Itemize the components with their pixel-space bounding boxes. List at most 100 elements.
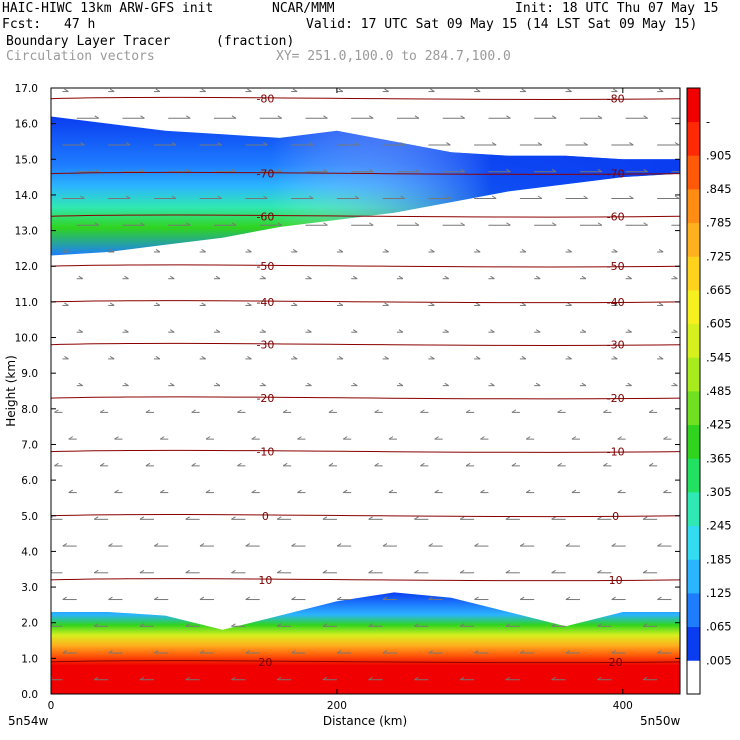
vector-arrowhead bbox=[414, 676, 419, 681]
vector-arrowhead bbox=[597, 222, 603, 226]
contour-label: -80 bbox=[256, 93, 274, 106]
vector-arrowhead bbox=[617, 489, 622, 494]
vector-arrowhead bbox=[276, 569, 282, 574]
vector-arrowhead bbox=[155, 249, 161, 253]
vector-arrowhead bbox=[108, 596, 113, 600]
vector-arrowhead bbox=[581, 275, 587, 280]
vector-arrowhead bbox=[597, 516, 602, 520]
vector-arrowhead bbox=[414, 115, 420, 119]
vector-arrowhead bbox=[145, 409, 151, 413]
colorbar-swatch bbox=[687, 593, 700, 628]
vector-arrowhead bbox=[93, 676, 99, 681]
colorbar-label: .605 bbox=[706, 317, 732, 331]
vector-arrowhead bbox=[323, 115, 328, 119]
vector-arrowhead bbox=[217, 142, 222, 146]
vector-arrowhead bbox=[603, 462, 608, 467]
vector-arrowhead bbox=[551, 676, 556, 681]
vector-arrowhead bbox=[80, 195, 85, 199]
vector-arrowhead bbox=[480, 436, 485, 440]
vector-arrowhead bbox=[276, 516, 282, 520]
vector-arrowhead bbox=[93, 623, 99, 627]
vector-arrowhead bbox=[292, 302, 298, 306]
vector-arrowhead bbox=[611, 650, 616, 654]
contour-label: -60 bbox=[607, 210, 625, 223]
vector-arrowhead bbox=[627, 275, 632, 280]
vector-arrowhead bbox=[231, 222, 237, 226]
colorbar-swatch bbox=[687, 525, 700, 560]
vector-arrowhead bbox=[642, 569, 648, 574]
org-label: NCAR/MMM bbox=[272, 1, 335, 16]
colorbar-swatch bbox=[687, 256, 700, 291]
vector-arrowhead bbox=[201, 302, 206, 306]
colorbar-label: .185 bbox=[706, 552, 732, 566]
vector-arrowhead bbox=[430, 249, 435, 253]
vector-arrowhead bbox=[139, 676, 145, 681]
vector-arrowhead bbox=[185, 623, 190, 627]
temperature-contour bbox=[51, 171, 680, 175]
y-tick-label: 5.0 bbox=[21, 511, 38, 523]
vector-arrowhead bbox=[352, 329, 358, 333]
vector-arrowhead bbox=[51, 623, 53, 626]
x-axis: 0 200 400 bbox=[48, 88, 633, 712]
vector-arrowhead bbox=[434, 489, 439, 494]
vector-arrowhead bbox=[322, 516, 328, 520]
x-endpoint-start: 5n54w bbox=[8, 714, 49, 728]
vector-arrowhead bbox=[140, 168, 145, 173]
vector-arrowhead bbox=[551, 168, 557, 173]
temperature-contour bbox=[51, 449, 680, 453]
vector-arrowhead bbox=[247, 88, 252, 92]
vector-arrowhead bbox=[155, 302, 161, 306]
vector-arrowhead bbox=[535, 329, 541, 333]
vector-arrowhead bbox=[511, 409, 517, 413]
vector-arrowhead bbox=[658, 88, 664, 92]
vector-arrowhead bbox=[475, 88, 481, 92]
vector-arrowhead bbox=[400, 195, 405, 199]
vector-arrowhead bbox=[629, 142, 634, 146]
vector-arrowhead bbox=[374, 462, 379, 467]
vector-arrowhead bbox=[153, 596, 159, 600]
x-tick-label: 400 bbox=[613, 700, 633, 712]
vector-arrowhead bbox=[352, 382, 358, 387]
vector-arrowhead bbox=[597, 676, 602, 681]
vector-arrowhead bbox=[328, 462, 334, 467]
vector-arrowhead bbox=[460, 222, 465, 226]
vector-arrowhead bbox=[414, 623, 419, 627]
vector-arrowhead bbox=[354, 195, 360, 199]
vector-arrowhead bbox=[567, 302, 572, 306]
colorbar-frame bbox=[686, 87, 701, 695]
vector-arrowhead bbox=[247, 355, 252, 360]
x-tick-label: 200 bbox=[327, 700, 347, 712]
y-tick-label: 14.0 bbox=[15, 190, 38, 202]
vector-arrowhead bbox=[368, 168, 374, 173]
colorbar-label: .005 bbox=[706, 653, 732, 667]
vector-arrowhead bbox=[322, 623, 328, 627]
field-units: (fraction) bbox=[216, 34, 295, 49]
vector-arrowhead bbox=[511, 462, 517, 467]
fcst-label: Fcst: bbox=[2, 17, 42, 32]
vector-arrowhead bbox=[261, 275, 266, 280]
x-endpoint-end: 5n50w bbox=[640, 714, 681, 728]
vector-arrowhead bbox=[153, 650, 159, 654]
colorbar-swatch bbox=[687, 492, 700, 527]
vector-arrowhead bbox=[155, 88, 161, 92]
temperature-contour bbox=[51, 214, 680, 218]
y-tick-label: 9.0 bbox=[21, 368, 38, 380]
vector-arrowhead bbox=[78, 329, 83, 333]
y-tick-label: 12.0 bbox=[15, 261, 38, 273]
vector-arrowhead bbox=[231, 168, 237, 173]
y-tick-label: 8.0 bbox=[21, 404, 38, 416]
vector-arrowhead bbox=[567, 88, 572, 92]
vector-arrowhead bbox=[109, 88, 115, 92]
vector-arrowhead bbox=[338, 88, 344, 92]
vector-field-name: Circulation vectors bbox=[6, 49, 155, 64]
vector-arrowhead bbox=[551, 569, 556, 574]
vector-arrowhead bbox=[282, 462, 288, 467]
vector-arrowhead bbox=[400, 142, 405, 146]
contour-label: 0 bbox=[612, 510, 619, 523]
vector-arrowhead bbox=[191, 409, 196, 413]
vector-arrowhead bbox=[658, 355, 664, 360]
vector-arrowhead bbox=[643, 222, 648, 226]
vector-arrowhead bbox=[627, 382, 632, 387]
colorbar-label: .485 bbox=[706, 384, 732, 398]
vector-arrowhead bbox=[169, 275, 175, 280]
